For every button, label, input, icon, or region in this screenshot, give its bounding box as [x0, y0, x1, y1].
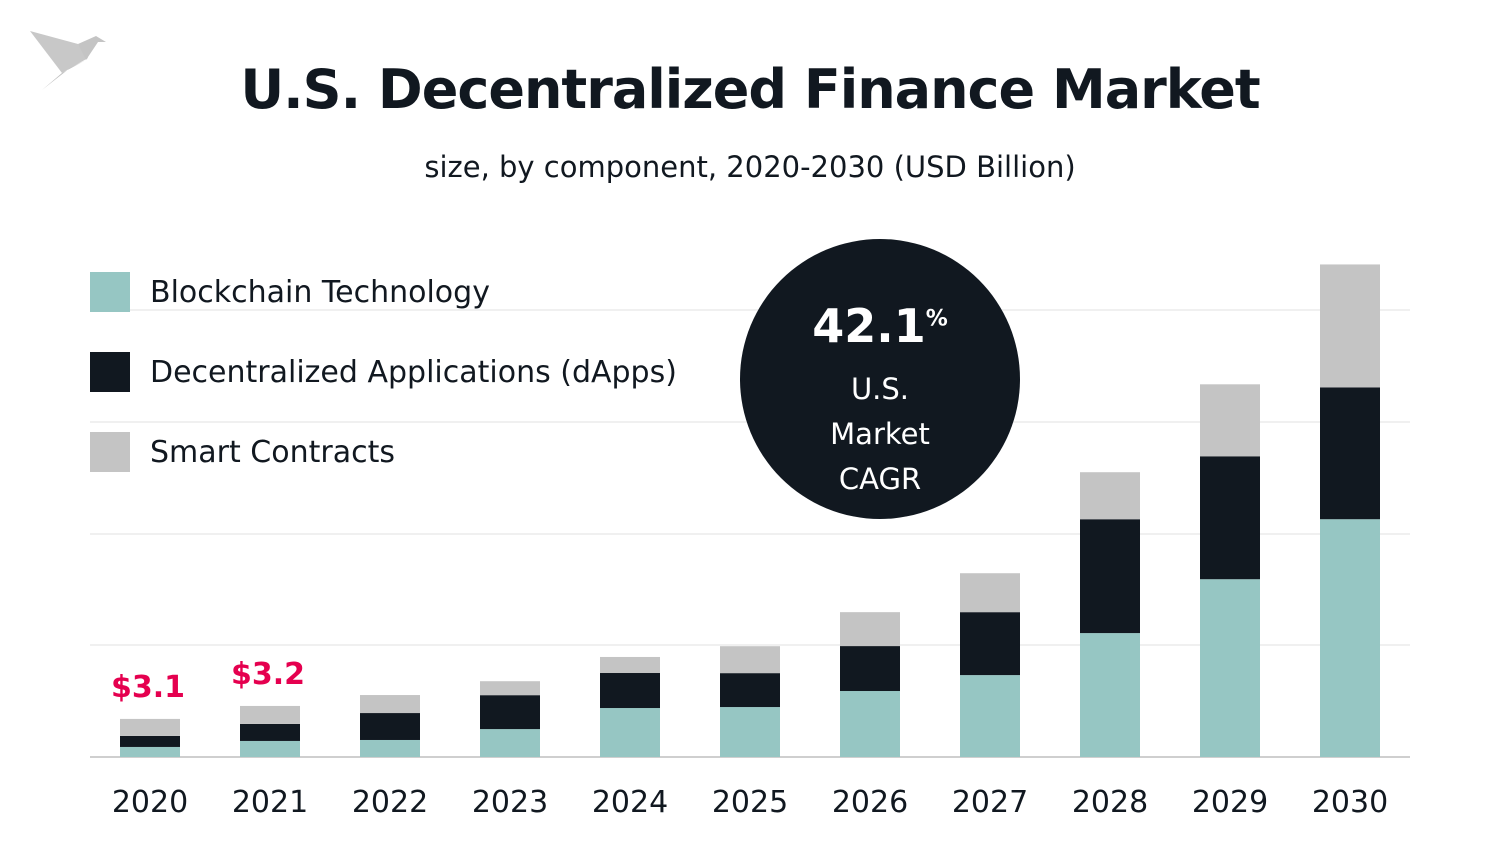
bar-segment-decentralized-applications-dapps--2021 — [240, 723, 300, 741]
legend-swatch — [90, 432, 130, 472]
bar-segment-smart-contracts-2024 — [600, 656, 660, 674]
bar-segment-smart-contracts-2028 — [1080, 472, 1140, 520]
bar-segment-blockchain-technology-2030 — [1320, 519, 1380, 757]
bar-segment-blockchain-technology-2020 — [120, 746, 180, 757]
cagr-badge: 42.1% U.S. Market CAGR — [740, 239, 1020, 519]
legend-label: Decentralized Applications (dApps) — [150, 354, 677, 390]
cagr-label-line1: U.S. Market — [830, 372, 930, 451]
legend-label: Blockchain Technology — [150, 274, 490, 310]
legend-label: Smart Contracts — [150, 434, 395, 470]
x-tick-label: 2027 — [952, 785, 1028, 820]
cagr-label: U.S. Market CAGR — [800, 367, 960, 502]
bar-segment-decentralized-applications-dapps--2025 — [720, 673, 780, 708]
bar-segment-blockchain-technology-2027 — [960, 675, 1020, 757]
x-tick-label: 2023 — [472, 785, 548, 820]
legend-item-blockchain: Blockchain Technology — [90, 272, 490, 312]
chart-title: U.S. Decentralized Finance Market — [240, 58, 1260, 121]
x-tick-label: 2024 — [592, 785, 668, 820]
x-tick-label: 2020 — [112, 785, 188, 820]
x-tick-label: 2030 — [1312, 785, 1388, 820]
bar-segment-decentralized-applications-dapps--2024 — [600, 673, 660, 709]
origami-bird-logo-icon — [30, 31, 106, 90]
data-label-2020: $3.1 — [111, 670, 185, 705]
data-label-2021: $3.2 — [231, 657, 305, 692]
x-tick-label: 2028 — [1072, 785, 1148, 820]
bar-segment-decentralized-applications-dapps--2029 — [1200, 456, 1260, 580]
bar-segment-smart-contracts-2021 — [240, 705, 300, 724]
cagr-value: 42.1% — [740, 299, 1020, 353]
x-tick-label: 2029 — [1192, 785, 1268, 820]
bar-segment-blockchain-technology-2021 — [240, 740, 300, 757]
bar-segment-smart-contracts-2025 — [720, 646, 780, 674]
x-tick-label: 2021 — [232, 785, 308, 820]
legend-swatch — [90, 352, 130, 392]
bar-segment-blockchain-technology-2024 — [600, 708, 660, 757]
x-tick-label: 2025 — [712, 785, 788, 820]
bar-segment-decentralized-applications-dapps--2026 — [840, 646, 900, 692]
bar-segment-decentralized-applications-dapps--2027 — [960, 612, 1020, 676]
bar-segment-blockchain-technology-2023 — [480, 729, 540, 757]
legend-item-dapps: Decentralized Applications (dApps) — [90, 352, 677, 392]
bar-segment-blockchain-technology-2025 — [720, 707, 780, 757]
chart-subtitle: size, by component, 2020-2030 (USD Billi… — [424, 150, 1076, 184]
bar-segment-smart-contracts-2020 — [120, 718, 180, 736]
bar-segment-blockchain-technology-2022 — [360, 739, 420, 757]
bar-segment-decentralized-applications-dapps--2030 — [1320, 387, 1380, 520]
bar-segment-decentralized-applications-dapps--2028 — [1080, 519, 1140, 634]
bar-segment-smart-contracts-2027 — [960, 573, 1020, 613]
cagr-label-line2: CAGR — [838, 462, 922, 496]
x-tick-label: 2022 — [352, 785, 428, 820]
bar-segment-blockchain-technology-2028 — [1080, 633, 1140, 757]
legend-swatch — [90, 272, 130, 312]
x-tick-label: 2026 — [832, 785, 908, 820]
cagr-unit: % — [925, 306, 948, 332]
legend-item-smart-contracts: Smart Contracts — [90, 432, 395, 472]
bar-segment-smart-contracts-2029 — [1200, 384, 1260, 457]
bar-segment-smart-contracts-2030 — [1320, 264, 1380, 388]
bar-segment-decentralized-applications-dapps--2023 — [480, 695, 540, 730]
bar-segment-decentralized-applications-dapps--2022 — [360, 713, 420, 740]
bar-segment-smart-contracts-2022 — [360, 695, 420, 714]
bar-segment-smart-contracts-2023 — [480, 681, 540, 696]
bar-segment-smart-contracts-2026 — [840, 612, 900, 647]
cagr-number: 42.1 — [812, 299, 926, 353]
bar-segment-blockchain-technology-2026 — [840, 691, 900, 757]
bar-segment-decentralized-applications-dapps--2020 — [120, 735, 180, 747]
bar-segment-blockchain-technology-2029 — [1200, 579, 1260, 757]
